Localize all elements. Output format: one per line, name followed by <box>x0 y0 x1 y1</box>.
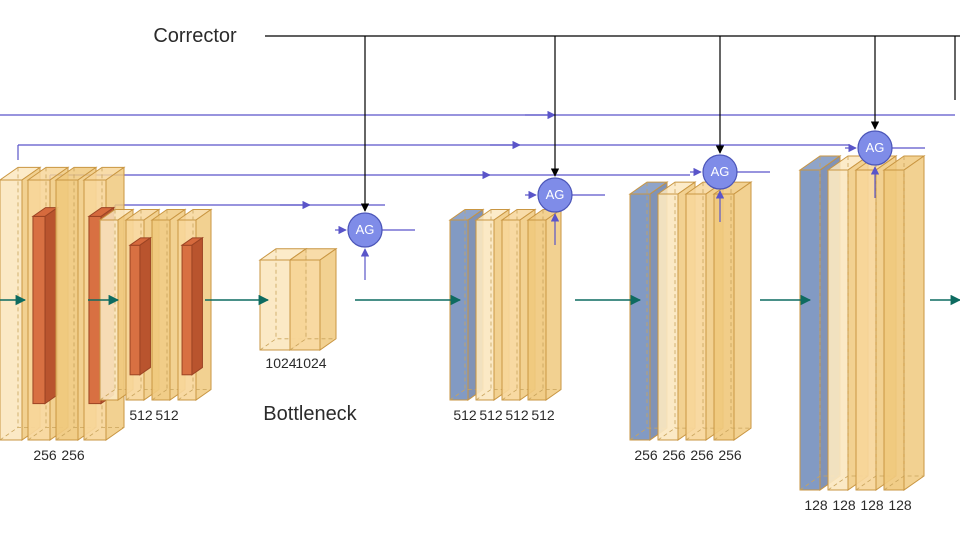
channel-label: 128 <box>860 497 884 513</box>
bottleneck-label: Bottleneck <box>263 403 357 425</box>
channel-label: 512 <box>505 407 529 423</box>
channel-label: 256 <box>33 447 57 463</box>
channel-label: 256 <box>634 447 658 463</box>
channel-label: 256 <box>61 447 85 463</box>
corrector-lines <box>265 36 960 100</box>
ag-node-label: AG <box>866 140 885 155</box>
channel-label: 1024 <box>295 355 326 371</box>
channel-label: 128 <box>888 497 912 513</box>
channel-label: 128 <box>832 497 856 513</box>
stack-dec256: 256256256256 <box>630 182 751 463</box>
channel-label: 512 <box>479 407 503 423</box>
channel-label: 512 <box>129 407 153 423</box>
channel-label: 512 <box>531 407 555 423</box>
stack-bottleneck: 10241024 Bottleneck <box>260 249 358 425</box>
channel-label: 256 <box>718 447 742 463</box>
stack-dec512: 512512512512 <box>450 210 561 424</box>
architecture-diagram: Corrector25625651251210241024Bottleneck5… <box>0 0 960 540</box>
ag-node-label: AG <box>711 164 730 179</box>
channel-label: 512 <box>155 407 179 423</box>
channel-label: 256 <box>690 447 714 463</box>
channel-label: 1024 <box>265 355 296 371</box>
ag-node-label: AG <box>356 222 375 237</box>
corrector-label: Corrector <box>153 25 237 47</box>
channel-label: 256 <box>662 447 686 463</box>
stack-dec128: 128128128128 <box>800 156 924 513</box>
channel-label: 128 <box>804 497 828 513</box>
channel-label: 512 <box>453 407 477 423</box>
ag-node-label: AG <box>546 187 565 202</box>
stack-enc512: 512512 <box>100 210 211 424</box>
